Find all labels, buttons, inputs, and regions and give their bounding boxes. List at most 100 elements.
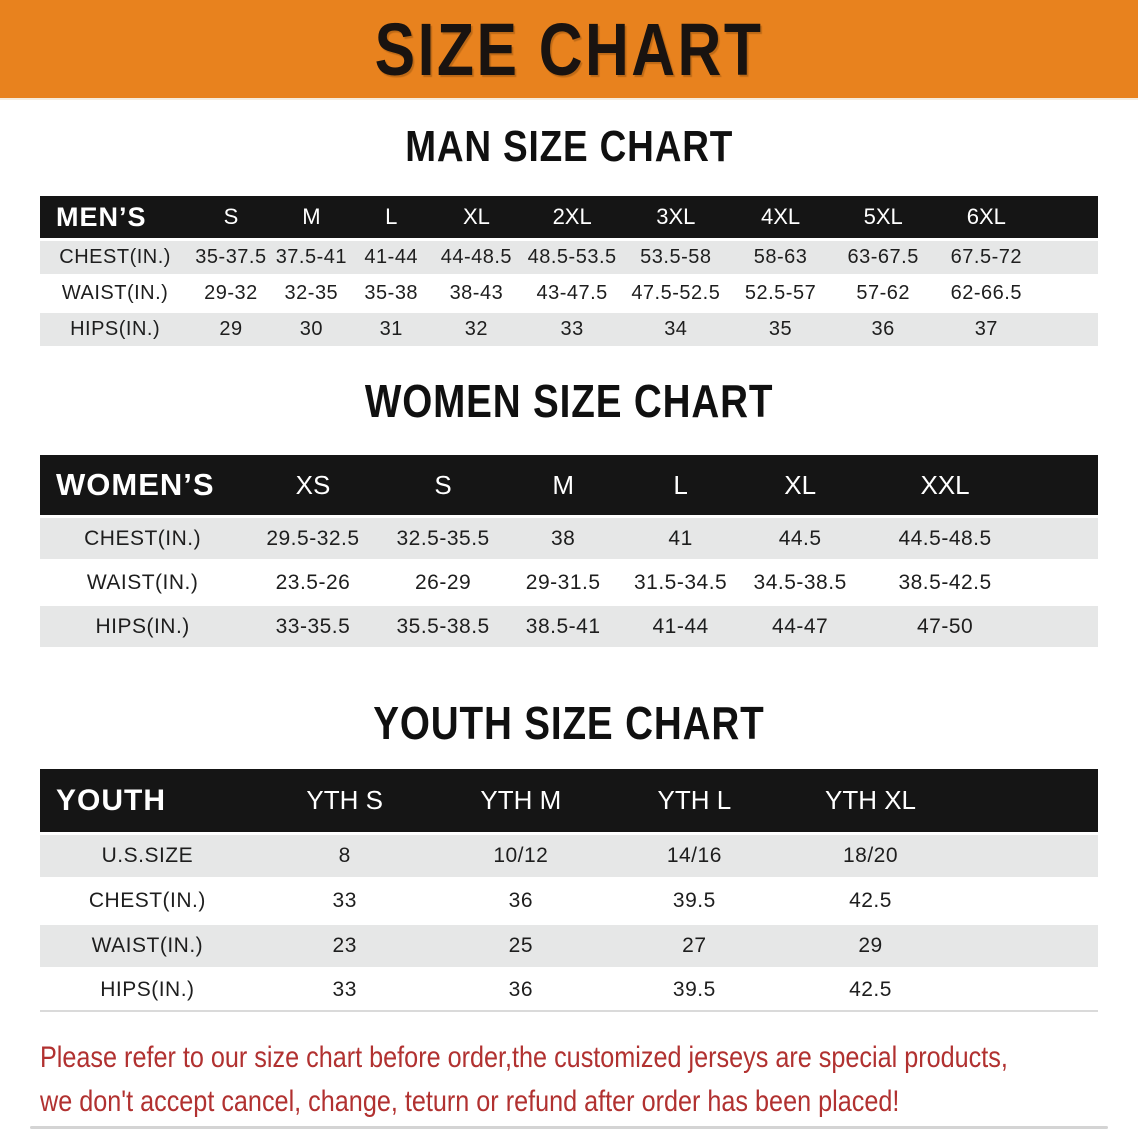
measurement-value: 37 [933, 313, 1039, 346]
measurement-value: 38.5-42.5 [859, 562, 1031, 603]
size-column-header: S [190, 196, 272, 238]
measurement-row: HIPS(IN.) 33 36 39.5 42.5 [40, 970, 1098, 1012]
mens-size-table: MEN’S S M L XL 2XL 3XL 4XL 5XL 6XL CHEST(IN.) 35-3… [40, 193, 1098, 349]
measurement-value: 35 [728, 313, 833, 346]
row-spacer [1038, 241, 1098, 274]
size-column-header: 6XL [933, 196, 1039, 238]
measurement-value: 33 [254, 970, 435, 1012]
measurement-value: 26-29 [380, 562, 506, 603]
row-label: HIPS(IN.) [40, 970, 255, 1012]
row-spacer [1030, 562, 1098, 603]
measurement-row: CHEST(IN.) 35-37.5 37.5-41 41-44 44-48.5 48.5… [40, 241, 1098, 274]
row-spacer [1030, 518, 1098, 559]
womens-table-header-row: WOMEN’S XS S M L XL XXL [40, 455, 1098, 515]
measurement-row: CHEST(IN.) 29.5-32.5 32.5-35.5 38 41 44.5 44.5… [40, 518, 1098, 559]
measurement-value: 25 [434, 925, 608, 967]
youth-size-chart-heading: YOUTH SIZE CHART [373, 697, 765, 749]
header-spacer [1038, 196, 1098, 238]
size-column-header: S [380, 455, 506, 515]
table-group-label: MEN’S [40, 196, 191, 238]
row-spacer [1030, 606, 1098, 647]
measurement-value: 10/12 [434, 835, 608, 877]
row-spacer [1038, 313, 1098, 346]
table-group-label: WOMEN’S [40, 455, 246, 515]
size-column-header: L [620, 455, 741, 515]
measurement-value: 48.5-53.5 [521, 241, 623, 274]
measurement-value: 44-48.5 [431, 241, 522, 274]
measurement-value: 44.5-48.5 [859, 518, 1031, 559]
measurement-value: 39.5 [607, 880, 782, 922]
measurement-value: 34 [622, 313, 729, 346]
measurement-value: 14/16 [607, 835, 782, 877]
size-column-header: YTH XL [781, 769, 960, 832]
row-label: CHEST(IN.) [40, 880, 255, 922]
row-label: WAIST(IN.) [40, 562, 246, 603]
measurement-value: 33 [254, 880, 435, 922]
womens-size-table: WOMEN’S XS S M L XL XXL CHEST(IN.) 29.5-32.5 32.… [40, 452, 1098, 650]
measurement-value: 32.5-35.5 [380, 518, 506, 559]
row-label: CHEST(IN.) [40, 241, 191, 274]
measurement-value: 39.5 [607, 970, 782, 1012]
measurement-value: 58-63 [728, 241, 833, 274]
size-column-header: 2XL [521, 196, 623, 238]
row-label: HIPS(IN.) [40, 606, 246, 647]
measurement-value: 35-38 [351, 277, 432, 310]
table-group-label: YOUTH [40, 769, 255, 832]
measurement-value: 33 [521, 313, 623, 346]
women-size-chart-heading: WOMEN SIZE CHART [364, 375, 774, 427]
disclaimer-text: Please refer to our size chart before or… [40, 1036, 1130, 1124]
measurement-value: 53.5-58 [622, 241, 729, 274]
size-column-header: XXL [859, 455, 1031, 515]
measurement-value: 30 [271, 313, 352, 346]
header-spacer [959, 769, 1098, 832]
measurement-value: 43-47.5 [521, 277, 623, 310]
measurement-value: 37.5-41 [271, 241, 352, 274]
size-column-header: XL [740, 455, 860, 515]
size-column-header: YTH L [607, 769, 782, 832]
header-spacer [1030, 455, 1098, 515]
banner: SIZE CHART [0, 0, 1138, 100]
size-column-header: 4XL [728, 196, 833, 238]
measurement-value: 33-35.5 [245, 606, 381, 647]
measurement-value: 29 [190, 313, 272, 346]
measurement-value: 41-44 [620, 606, 741, 647]
measurement-value: 31.5-34.5 [620, 562, 741, 603]
disclaimer-line: Please refer to our size chart before or… [40, 1041, 1008, 1074]
row-label: HIPS(IN.) [40, 313, 191, 346]
measurement-value: 35.5-38.5 [380, 606, 506, 647]
measurement-value: 47-50 [859, 606, 1031, 647]
measurement-value: 67.5-72 [933, 241, 1039, 274]
measurement-value: 47.5-52.5 [622, 277, 729, 310]
measurement-value: 23.5-26 [245, 562, 381, 603]
size-column-header: 3XL [622, 196, 729, 238]
youth-size-table: YOUTH YTH S YTH M YTH L YTH XL U.S.SIZE 8 10/1… [40, 766, 1098, 1015]
row-label: WAIST(IN.) [40, 925, 255, 967]
measurement-value: 8 [254, 835, 435, 877]
measurement-row: HIPS(IN.) 33-35.5 35.5-38.5 38.5-41 41-44 44-… [40, 606, 1098, 647]
measurement-row: WAIST(IN.) 23.5-26 26-29 29-31.5 31.5-34.5 34… [40, 562, 1098, 603]
row-label: U.S.SIZE [40, 835, 255, 877]
measurement-value: 29.5-32.5 [245, 518, 381, 559]
measurement-row: CHEST(IN.) 33 36 39.5 42.5 [40, 880, 1098, 922]
size-column-header: L [351, 196, 432, 238]
row-label: CHEST(IN.) [40, 518, 246, 559]
size-column-header: YTH S [254, 769, 435, 832]
man-size-chart-heading: MAN SIZE CHART [405, 122, 733, 171]
measurement-value: 29-32 [190, 277, 272, 310]
row-label: WAIST(IN.) [40, 277, 191, 310]
measurement-value: 38-43 [431, 277, 522, 310]
measurement-value: 38 [505, 518, 621, 559]
size-column-header: M [505, 455, 621, 515]
measurement-value: 32 [431, 313, 522, 346]
row-spacer [1038, 277, 1098, 310]
size-column-header: YTH M [434, 769, 608, 832]
row-spacer [959, 880, 1098, 922]
measurement-value: 35-37.5 [190, 241, 272, 274]
measurement-value: 36 [434, 880, 608, 922]
measurement-value: 32-35 [271, 277, 352, 310]
size-column-header: XL [431, 196, 522, 238]
measurement-value: 41-44 [351, 241, 432, 274]
size-column-header: XS [245, 455, 381, 515]
measurement-value: 34.5-38.5 [740, 562, 860, 603]
banner-title: SIZE CHART [374, 7, 764, 91]
